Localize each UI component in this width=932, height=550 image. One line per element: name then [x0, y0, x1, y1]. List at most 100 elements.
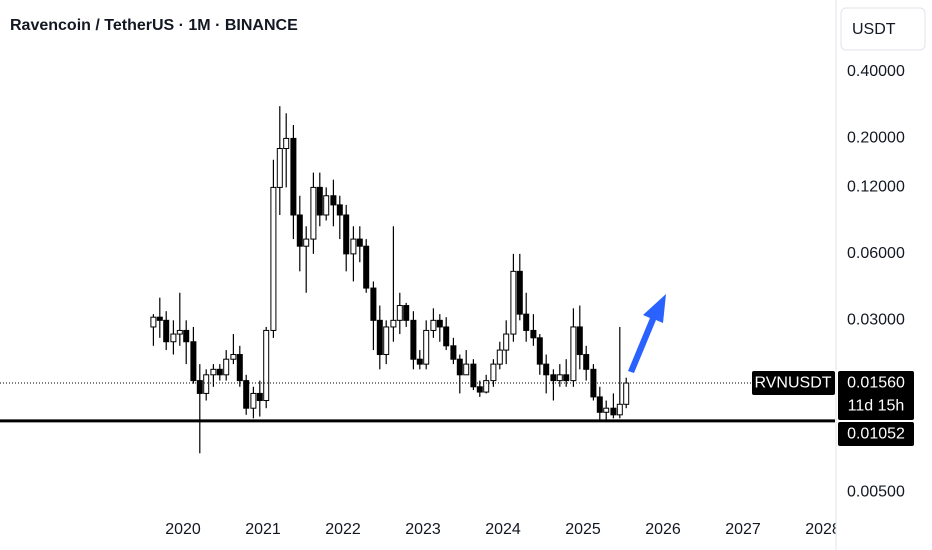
- candle-body: [356, 238, 363, 247]
- currency-label: USDT: [852, 21, 896, 38]
- candle-body: [190, 341, 197, 382]
- y-tick-label: 0.00500: [847, 483, 905, 500]
- candle-body: [176, 329, 183, 335]
- candle-body: [550, 374, 557, 382]
- candle-body: [410, 319, 417, 360]
- candle-body: [283, 137, 290, 150]
- candle-body: [423, 329, 430, 365]
- candle-body: [490, 363, 497, 382]
- candle-body: [476, 386, 483, 393]
- candle-body: [170, 333, 177, 343]
- candle-body: [343, 214, 350, 255]
- candle-body: [203, 374, 210, 394]
- candle-body: [390, 319, 397, 328]
- candle-body: [403, 305, 410, 321]
- currency-button[interactable]: [840, 7, 926, 51]
- candle-body: [350, 238, 357, 255]
- candle-body: [483, 380, 490, 393]
- candle-body: [216, 368, 223, 376]
- support-tag: [838, 422, 914, 447]
- candle-body: [323, 195, 330, 216]
- candle-body: [156, 316, 163, 321]
- candle-body: [236, 354, 243, 382]
- candle-body: [576, 326, 583, 356]
- plot-area: 2020 2021 2022 2023 2024 2025 2026 2027 2028: [0, 106, 841, 538]
- candle-body: [336, 204, 343, 216]
- chart-title: Ravencoin / TetherUS · 1M · BINANCE: [10, 17, 298, 34]
- candle-body: [610, 407, 617, 416]
- candle-body: [150, 316, 157, 328]
- x-tick-label: 2025: [565, 521, 601, 538]
- candle-body: [563, 374, 570, 382]
- candle-body: [256, 392, 263, 402]
- y-tick-label: 0.03000: [847, 312, 905, 329]
- candle-body: [516, 270, 523, 315]
- x-tick-label: 2020: [165, 521, 201, 538]
- x-tick-label: 2026: [645, 521, 681, 538]
- candle-body: [583, 354, 590, 370]
- candle-body: [383, 326, 390, 356]
- y-tick-label: 0.12000: [847, 179, 905, 196]
- candle-body: [210, 368, 217, 376]
- symbol-label: RVNUSDT: [754, 374, 831, 391]
- candle-body: [370, 287, 377, 321]
- candle-body: [196, 380, 203, 394]
- candle-body: [456, 358, 463, 376]
- countdown-label: 11d 15h: [848, 397, 905, 414]
- last-price-tag: [838, 371, 914, 421]
- candle-body: [623, 382, 630, 405]
- candle-body: [570, 326, 577, 382]
- symbol-tag: [752, 371, 835, 396]
- candle-body: [523, 313, 530, 331]
- candle-body: [330, 195, 337, 206]
- candle-body: [376, 319, 383, 356]
- candle-body: [503, 333, 510, 351]
- price-scale-bg: [836, 0, 932, 550]
- last-price-label: 0.01560: [847, 374, 905, 391]
- candle-body: [430, 319, 437, 331]
- arrow-annotation: [628, 294, 666, 373]
- candle-body: [243, 380, 250, 409]
- candle-body: [616, 403, 623, 416]
- candle-body: [543, 363, 550, 376]
- x-tick-label: 2022: [325, 521, 361, 538]
- candle-body: [510, 270, 517, 335]
- candle-body: [363, 245, 370, 289]
- candle-body: [556, 374, 563, 382]
- candle-body: [223, 358, 230, 376]
- candle-body: [310, 186, 317, 240]
- candle-body: [416, 358, 423, 365]
- x-tick-label: 2024: [485, 521, 521, 538]
- support-label: 0.01052: [847, 425, 905, 442]
- candle-body: [443, 326, 450, 347]
- candle-body: [496, 349, 503, 365]
- candle-body: [163, 319, 170, 343]
- candle-body: [263, 329, 270, 402]
- x-tick-label: 2027: [725, 521, 761, 538]
- x-tick-label: 2021: [245, 521, 281, 538]
- candle-body: [470, 363, 477, 388]
- price-scale: USDT 0.40000 0.20000 0.12000 0.06000 0.03000…: [835, 0, 932, 550]
- candle-body: [250, 392, 257, 409]
- candle-body: [436, 319, 443, 328]
- candle-body: [316, 186, 323, 216]
- candle-body: [276, 148, 283, 188]
- candle-body: [596, 396, 603, 413]
- candle-body: [290, 137, 297, 216]
- candle-body: [463, 363, 470, 376]
- candle-body: [183, 329, 190, 343]
- y-tick-label: 0.40000: [847, 63, 905, 80]
- candle-body: [230, 354, 237, 360]
- candle-body: [603, 407, 610, 413]
- candle-body: [270, 186, 277, 331]
- candle-body: [396, 305, 403, 321]
- y-tick-label: 0.06000: [847, 245, 905, 262]
- candle-body: [536, 337, 543, 365]
- x-tick-label: 2023: [405, 521, 441, 538]
- candle-body: [296, 214, 303, 247]
- candle-body: [530, 329, 537, 339]
- x-tick-label: 2028: [805, 521, 841, 538]
